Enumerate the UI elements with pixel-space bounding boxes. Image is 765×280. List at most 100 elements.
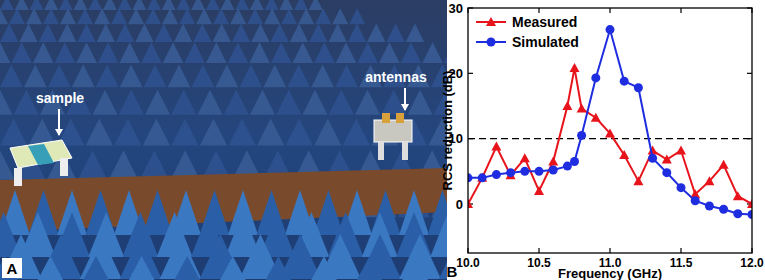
absorber <box>174 24 192 42</box>
absorber <box>232 24 250 42</box>
antenna <box>396 113 404 123</box>
absorber <box>162 0 176 10</box>
x-tick <box>538 248 539 253</box>
absorber <box>264 8 280 24</box>
series-marker <box>491 142 501 151</box>
absorber <box>119 42 140 63</box>
absorber <box>271 42 292 63</box>
absorber <box>239 64 262 87</box>
x-tick-label: 11.5 <box>670 256 693 270</box>
series-marker <box>606 25 615 34</box>
absorber <box>143 118 170 145</box>
absorber <box>109 150 138 179</box>
floor-absorber <box>437 256 447 280</box>
legend-label: Simulated <box>512 34 579 50</box>
absorber <box>116 24 134 42</box>
absorber <box>228 42 249 63</box>
series-marker <box>535 167 544 176</box>
absorber <box>343 118 370 145</box>
legend-label: Measured <box>512 14 577 30</box>
absorber <box>196 8 212 24</box>
absorber <box>86 118 113 145</box>
x-axis-title: Frequency (GHz) <box>558 266 662 280</box>
series-marker <box>570 157 579 166</box>
absorber <box>444 42 447 63</box>
absorber <box>88 0 102 10</box>
absorber <box>235 0 249 10</box>
absorber <box>230 8 246 24</box>
absorber <box>198 90 223 115</box>
floor-absorber <box>314 190 344 235</box>
absorber <box>213 24 231 42</box>
absorber <box>118 0 132 10</box>
absorber <box>367 24 385 42</box>
absorber <box>276 90 301 115</box>
absorber <box>0 90 13 115</box>
absorber <box>293 42 314 63</box>
absorber <box>315 8 331 24</box>
y-tick-right <box>747 73 752 74</box>
x-tick-label: 12.0 <box>740 256 764 270</box>
absorber <box>408 90 433 115</box>
floor-absorber <box>439 234 447 279</box>
absorber <box>60 8 76 24</box>
absorber <box>114 118 141 145</box>
series-marker <box>591 113 601 122</box>
absorber <box>0 118 27 145</box>
y-tick <box>468 73 473 74</box>
absorber <box>329 90 354 115</box>
absorber <box>128 8 144 24</box>
series-marker <box>705 201 714 210</box>
plot-area <box>468 8 752 253</box>
absorber <box>348 24 366 42</box>
series-marker <box>591 73 600 82</box>
antennas <box>374 120 412 142</box>
absorber <box>78 150 107 179</box>
series-line <box>468 30 752 215</box>
y-tick-label: 30 <box>449 1 463 16</box>
absorber <box>55 42 76 63</box>
series-marker <box>747 199 752 208</box>
absorber <box>349 8 365 24</box>
absorber <box>145 90 170 115</box>
absorber <box>215 64 238 87</box>
series-marker <box>704 176 714 185</box>
absorber <box>335 64 358 87</box>
x-tick-label: 10.5 <box>527 256 551 270</box>
absorber <box>93 90 118 115</box>
floor-absorber <box>254 256 302 280</box>
absorber <box>163 42 184 63</box>
absorber <box>314 42 335 63</box>
absorber <box>119 90 144 115</box>
y-tick-label: 0 <box>456 197 463 212</box>
absorber <box>39 24 57 42</box>
absorber <box>96 64 119 87</box>
absorber <box>263 64 286 87</box>
absorber <box>9 8 25 24</box>
absorber <box>132 0 146 10</box>
absorber <box>311 64 334 87</box>
series-marker <box>548 157 558 166</box>
arrow-head <box>401 104 409 111</box>
absorber <box>168 64 191 87</box>
series-marker <box>719 205 728 214</box>
x-tick-top <box>538 8 539 13</box>
series-marker <box>520 167 529 176</box>
absorber <box>144 64 167 87</box>
figure: sampleantennasA10.010.511.011.512.001020… <box>0 0 765 280</box>
absorber <box>221 0 235 10</box>
sample-pattern <box>28 144 54 165</box>
absorber <box>26 8 42 24</box>
absorber <box>72 64 95 87</box>
sample-stand <box>60 158 68 176</box>
absorber <box>401 42 422 63</box>
absorber <box>294 0 308 10</box>
floor-absorber <box>143 190 173 235</box>
series-marker <box>662 155 672 164</box>
absorber <box>286 118 313 145</box>
absorber <box>76 42 97 63</box>
absorber <box>111 8 127 24</box>
absorber <box>11 42 32 63</box>
absorber <box>97 24 115 42</box>
series-marker <box>619 150 629 159</box>
